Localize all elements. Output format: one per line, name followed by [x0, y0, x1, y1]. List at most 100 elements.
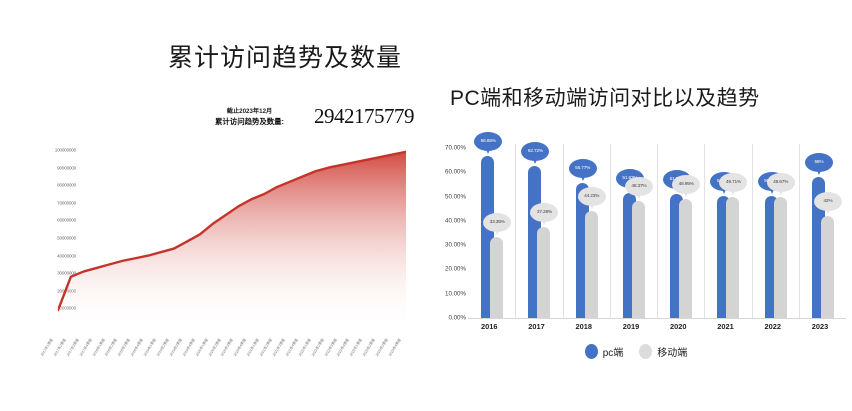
bar-label-pc: 62.72%: [521, 141, 550, 166]
legend-marker-pc-icon: [584, 344, 598, 359]
label-tail-icon: [730, 188, 737, 196]
label-bubble: 48.95%: [672, 175, 701, 195]
group-separator: [704, 144, 706, 318]
bar-y-tick: 40.00%: [445, 217, 466, 225]
kpi-block: 截止2023年12月 累计访问趋势及数量: 2942175779: [196, 104, 414, 142]
area-y-tick: 50000000: [57, 235, 76, 241]
area-y-tick: 30000000: [57, 270, 76, 276]
bar-label-pc: 58%: [804, 153, 833, 177]
bar-y-tick: 30.00%: [445, 241, 466, 249]
bar-y-tick: 50.00%: [445, 193, 466, 201]
label-tail-icon: [768, 186, 775, 194]
group-separator: [609, 144, 611, 318]
bar-label-mobile: 48.95%: [672, 175, 701, 199]
legend-marker-mobile-icon: [639, 344, 653, 359]
bar-mobile[interactable]: [490, 237, 504, 318]
group-separator: [798, 144, 800, 318]
legend-item-pc[interactable]: pc端: [584, 344, 624, 359]
right-chart-title: PC端和移动端访问对比以及趋势: [450, 87, 760, 110]
area-chart-x-labels: 2017年1季度 2017年2季度 2017年3季度 2017年4季度 2018年1季度…: [40, 326, 406, 378]
bar-group: 51.05%48.95%: [657, 144, 704, 318]
bar-label-mobile: 33.35%: [483, 213, 512, 237]
bar-chart: 0.00% 10.00% 20.00% 30.00% 40.00% 50.00% 60.00…: [420, 130, 852, 359]
kpi-subtitle: 截止2023年12月: [226, 108, 273, 115]
area-y-tick: 40000000: [57, 253, 76, 259]
bar-mobile[interactable]: [773, 197, 787, 318]
area-y-tick: 70000000: [57, 200, 76, 206]
label-tail-icon: [588, 201, 595, 209]
label-tail-icon: [683, 190, 690, 198]
label-bubble: 42%: [813, 192, 842, 211]
bar-group: 50.29%49.71%: [704, 144, 751, 318]
label-tail-icon: [815, 168, 822, 176]
bar-mobile[interactable]: [679, 199, 693, 318]
bar-group: 50.33%49.67%: [751, 144, 799, 318]
area-y-tick: 60000000: [57, 217, 76, 223]
label-tail-icon: [777, 188, 784, 196]
bar-mobile[interactable]: [726, 197, 740, 318]
label-bubble: 37.28%: [530, 203, 559, 223]
bar-chart-plot: 66.65% 33.35% 62.72% 37.28% 55.77% 44.23%51.6…: [468, 132, 846, 318]
cumulative-visits-panel: 累计访问趋势及数量 截止2023年12月 累计访问趋势及数量: 29421757…: [0, 0, 420, 411]
area-chart-svg: [58, 150, 406, 326]
bar-y-tick: 0.00%: [448, 314, 466, 322]
bar-x-tick: 2020: [670, 322, 687, 331]
label-bubble: 66.65%: [474, 132, 503, 152]
bar-label-pc: 66.65%: [474, 132, 503, 156]
bar-chart-x-labels: 2016 2017 2018 2019 2020 2021 2022 2023: [468, 322, 846, 338]
group-separator: [751, 144, 753, 318]
bar-x-tick: 2022: [764, 322, 781, 331]
group-separator: [515, 144, 517, 318]
legend-item-mobile[interactable]: 移动端: [639, 344, 687, 359]
bar-y-tick: 60.00%: [445, 168, 466, 176]
label-tail-icon: [541, 218, 548, 226]
label-bubble: 49.67%: [766, 173, 795, 193]
group-separator: [657, 144, 658, 318]
bar-y-tick: 70.00%: [445, 144, 466, 152]
kpi-label-group: 截止2023年12月 累计访问趋势及数量:: [215, 108, 284, 126]
label-tail-icon: [485, 147, 492, 155]
bar-group: 55.77% 44.23%: [562, 144, 610, 318]
group-separator: [562, 144, 564, 318]
kpi-value: 2942175779: [314, 104, 415, 128]
bar-mobile[interactable]: [631, 200, 645, 318]
kpi-caption: 累计访问趋势及数量:: [215, 117, 284, 126]
area-y-tick: 100000000: [54, 147, 76, 153]
bar-group: 51.63%48.37%: [609, 144, 657, 318]
bar-x-tick: 2018: [575, 322, 592, 331]
bar-y-tick: 20.00%: [445, 265, 466, 273]
bar-x-tick: 2023: [811, 322, 829, 331]
bar-label-mobile: 49.67%: [766, 173, 795, 197]
label-bubble: 55.77%: [568, 158, 597, 178]
label-bubble: 44.23%: [577, 186, 606, 206]
bar-y-tick: 10.00%: [445, 290, 466, 298]
label-bubble: 48.37%: [624, 176, 653, 196]
bar-chart-y-axis: 0.00% 10.00% 20.00% 30.00% 40.00% 50.00% 60.00…: [420, 144, 468, 322]
area-chart: 1000000020000000300000004000000050000000…: [14, 147, 410, 357]
pc-mobile-panel: PC端和移动端访问对比以及趋势 0.00% 10.00% 20.00% 30.00% 4…: [420, 0, 852, 411]
bar-x-tick: 2019: [622, 322, 640, 331]
bar-group: 62.72% 37.28%: [515, 141, 562, 318]
label-bubble: 33.35%: [483, 213, 512, 232]
bar-label-mobile: 42%: [813, 192, 842, 216]
bar-label-pc: 55.77%: [568, 158, 597, 183]
legend-label-pc: pc端: [602, 348, 624, 359]
bar-label-mobile: 37.28%: [530, 203, 559, 227]
label-bubble: 58%: [804, 153, 833, 173]
area-y-tick: 80000000: [57, 182, 76, 188]
legend-label-mobile: 移动端: [657, 348, 688, 359]
label-tail-icon: [824, 207, 831, 214]
left-chart-title: 累计访问趋势及数量: [168, 44, 403, 72]
bar-x-tick: 2017: [528, 322, 545, 331]
label-bubble: 62.72%: [521, 141, 550, 161]
bar-chart-legend: pc端 移动端: [420, 344, 852, 359]
bar-label-mobile: 48.37%: [624, 176, 653, 201]
label-bubble: 49.71%: [719, 173, 748, 193]
bar-mobile[interactable]: [537, 227, 551, 318]
label-tail-icon: [494, 228, 501, 235]
bar-mobile[interactable]: [820, 216, 834, 318]
label-tail-icon: [532, 156, 539, 164]
bar-mobile[interactable]: [584, 210, 598, 318]
bar-chart-baseline: [468, 318, 846, 319]
